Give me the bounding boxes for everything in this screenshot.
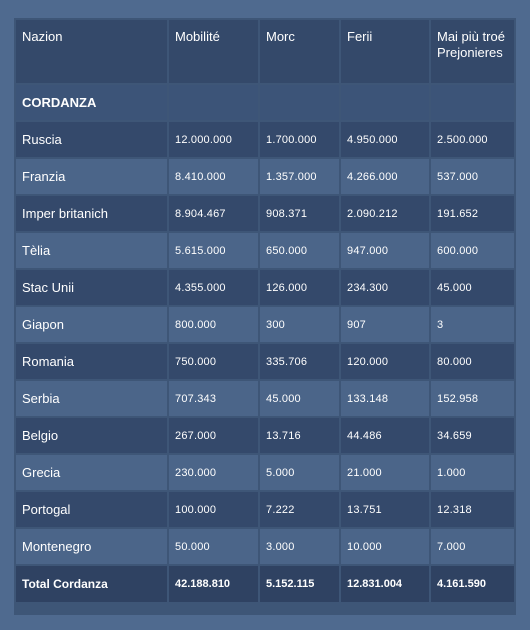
prejonieres-cell: 2.500.000 xyxy=(431,122,514,157)
header-prejonieres: Mai più troé Prejonieres xyxy=(431,20,514,83)
table-row: Imper britanich 8.904.467 908.371 2.090.… xyxy=(16,196,514,231)
morc-cell: 335.706 xyxy=(260,344,339,379)
header-ferii: Ferii xyxy=(341,20,429,83)
morc-cell: 3.000 xyxy=(260,529,339,564)
country-cell: Imper britanich xyxy=(16,196,167,231)
ferii-cell: 4.950.000 xyxy=(341,122,429,157)
country-cell: Franzia xyxy=(16,159,167,194)
total-label: Total Cordanza xyxy=(16,566,167,602)
country-cell: Giapon xyxy=(16,307,167,342)
prejonieres-cell: 1.000 xyxy=(431,455,514,490)
country-cell: Stac Unii xyxy=(16,270,167,305)
mobilite-cell: 12.000.000 xyxy=(169,122,258,157)
section-cell xyxy=(169,85,258,120)
total-ferii: 12.831.004 xyxy=(341,566,429,602)
morc-cell: 7.222 xyxy=(260,492,339,527)
morc-cell: 45.000 xyxy=(260,381,339,416)
ferii-cell: 4.266.000 xyxy=(341,159,429,194)
mobilite-cell: 4.355.000 xyxy=(169,270,258,305)
morc-cell: 908.371 xyxy=(260,196,339,231)
table-row: Stac Unii 4.355.000 126.000 234.300 45.0… xyxy=(16,270,514,305)
prejonieres-cell: 7.000 xyxy=(431,529,514,564)
morc-cell: 126.000 xyxy=(260,270,339,305)
ferii-cell: 44.486 xyxy=(341,418,429,453)
section-cell xyxy=(260,85,339,120)
prejonieres-cell: 80.000 xyxy=(431,344,514,379)
ferii-cell: 234.300 xyxy=(341,270,429,305)
ferii-cell: 947.000 xyxy=(341,233,429,268)
morc-cell: 5.000 xyxy=(260,455,339,490)
ferii-cell: 120.000 xyxy=(341,344,429,379)
country-cell: Montenegro xyxy=(16,529,167,564)
table-row: Grecia 230.000 5.000 21.000 1.000 xyxy=(16,455,514,490)
ferii-cell: 10.000 xyxy=(341,529,429,564)
section-cell xyxy=(341,85,429,120)
country-cell: Romania xyxy=(16,344,167,379)
country-cell: Serbia xyxy=(16,381,167,416)
prejonieres-cell: 152.958 xyxy=(431,381,514,416)
morc-cell: 650.000 xyxy=(260,233,339,268)
prejonieres-cell: 3 xyxy=(431,307,514,342)
mobilite-cell: 8.904.467 xyxy=(169,196,258,231)
morc-cell: 300 xyxy=(260,307,339,342)
ferii-cell: 21.000 xyxy=(341,455,429,490)
table-row: Montenegro 50.000 3.000 10.000 7.000 xyxy=(16,529,514,564)
section-row: CORDANZA xyxy=(16,85,514,120)
mobilite-cell: 230.000 xyxy=(169,455,258,490)
morc-cell: 1.357.000 xyxy=(260,159,339,194)
ferii-cell: 13.751 xyxy=(341,492,429,527)
prejonieres-cell: 191.652 xyxy=(431,196,514,231)
total-prejonieres: 4.161.590 xyxy=(431,566,514,602)
table-row: Romania 750.000 335.706 120.000 80.000 xyxy=(16,344,514,379)
country-cell: Belgio xyxy=(16,418,167,453)
ferii-cell: 133.148 xyxy=(341,381,429,416)
table-row: Ruscia 12.000.000 1.700.000 4.950.000 2.… xyxy=(16,122,514,157)
mobilite-cell: 800.000 xyxy=(169,307,258,342)
country-cell: Tèlia xyxy=(16,233,167,268)
mobilite-cell: 707.343 xyxy=(169,381,258,416)
mobilite-cell: 8.410.000 xyxy=(169,159,258,194)
table-row: Portogal 100.000 7.222 13.751 12.318 xyxy=(16,492,514,527)
table-row: Giapon 800.000 300 907 3 xyxy=(16,307,514,342)
country-cell: Ruscia xyxy=(16,122,167,157)
prejonieres-cell: 600.000 xyxy=(431,233,514,268)
prejonieres-cell: 34.659 xyxy=(431,418,514,453)
total-morc: 5.152.115 xyxy=(260,566,339,602)
ferii-cell: 907 xyxy=(341,307,429,342)
table-row: Serbia 707.343 45.000 133.148 152.958 xyxy=(16,381,514,416)
table-row: Tèlia 5.615.000 650.000 947.000 600.000 xyxy=(16,233,514,268)
mobilite-cell: 5.615.000 xyxy=(169,233,258,268)
mobilite-cell: 50.000 xyxy=(169,529,258,564)
total-row: Total Cordanza 42.188.810 5.152.115 12.8… xyxy=(16,566,514,602)
header-row: Nazion Mobilité Morc Ferii Mai più troé … xyxy=(16,20,514,83)
casualties-table: Nazion Mobilité Morc Ferii Mai più troé … xyxy=(14,18,516,604)
header-mobilite: Mobilité xyxy=(169,20,258,83)
header-nazion: Nazion xyxy=(16,20,167,83)
total-mobilite: 42.188.810 xyxy=(169,566,258,602)
casualties-table-frame: Nazion Mobilité Morc Ferii Mai più troé … xyxy=(14,18,516,615)
morc-cell: 1.700.000 xyxy=(260,122,339,157)
morc-cell: 13.716 xyxy=(260,418,339,453)
header-morc: Morc xyxy=(260,20,339,83)
table-row: Franzia 8.410.000 1.357.000 4.266.000 53… xyxy=(16,159,514,194)
mobilite-cell: 750.000 xyxy=(169,344,258,379)
section-cell xyxy=(431,85,514,120)
country-cell: Grecia xyxy=(16,455,167,490)
ferii-cell: 2.090.212 xyxy=(341,196,429,231)
prejonieres-cell: 12.318 xyxy=(431,492,514,527)
country-cell: Portogal xyxy=(16,492,167,527)
mobilite-cell: 267.000 xyxy=(169,418,258,453)
mobilite-cell: 100.000 xyxy=(169,492,258,527)
prejonieres-cell: 45.000 xyxy=(431,270,514,305)
prejonieres-cell: 537.000 xyxy=(431,159,514,194)
section-label: CORDANZA xyxy=(16,85,167,120)
table-row: Belgio 267.000 13.716 44.486 34.659 xyxy=(16,418,514,453)
